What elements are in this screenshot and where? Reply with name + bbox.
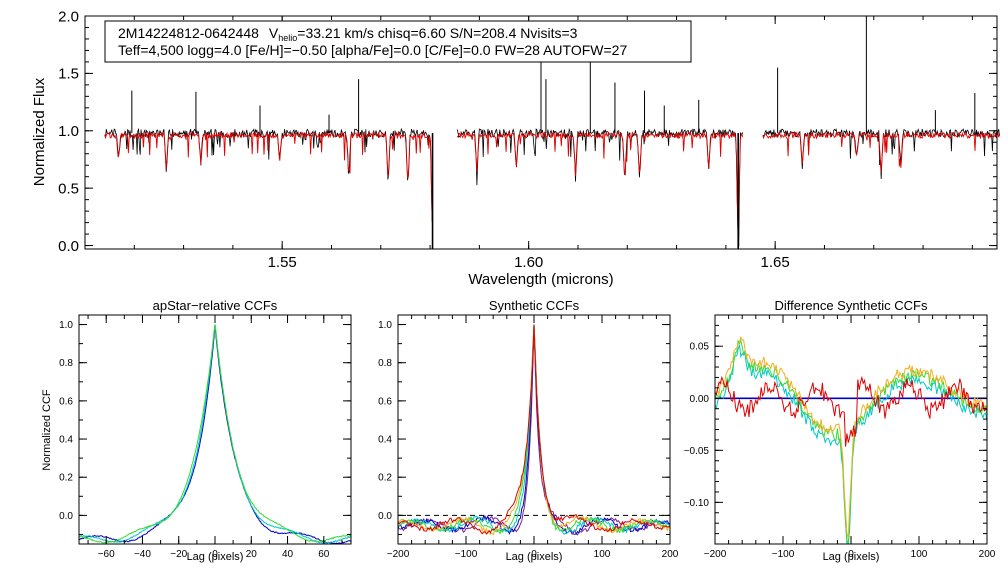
x-tick-label: 1.60: [514, 254, 543, 271]
y-tick-label: 1.0: [58, 123, 79, 140]
synthetic-ccf-series: [397, 324, 671, 535]
x-tick-label: 0: [212, 549, 218, 560]
y-tick-label: −0.10: [684, 498, 710, 509]
difference-ccf-series: [714, 344, 988, 545]
annotation-star-id: 2M14224812-0642448: [118, 25, 259, 41]
x-tick-label: 200: [662, 549, 679, 560]
y-tick-label: 0.0: [59, 511, 73, 522]
ccf-panel-synthetic: −200 −100 0 100 200 0.0 0.2 0.4 0.6 0.8 1.0 Synthe…: [378, 298, 679, 563]
apstar-ccf-series: [78, 324, 352, 544]
ccf-panel-difference: −200 −100 0 100 200 −0.10 −0.05 0.00 0.05 Differ…: [684, 298, 996, 563]
y-tick-label: 1.0: [59, 320, 73, 331]
spectrum-model-line: [456, 130, 744, 236]
difference-ccf-frame: [714, 314, 988, 545]
synthetic-ccf-series: [397, 324, 671, 535]
synthetic-ccf-title: Synthetic CCFs: [489, 298, 580, 313]
spectrum-model-line: [762, 131, 1000, 173]
y-tick-label: 0.2: [378, 473, 392, 484]
annotation-v-subscript: helio: [278, 33, 297, 43]
y-tick-label: 0.4: [59, 435, 73, 446]
x-tick-label: −200: [387, 549, 410, 560]
y-tick-label: 1.5: [58, 66, 79, 83]
synthetic-ccf-series: [397, 324, 670, 536]
x-tick-label: −40: [134, 549, 151, 560]
difference-ccf-title: Difference Synthetic CCFs: [775, 298, 928, 313]
annotation-v-prefix: V: [269, 25, 279, 41]
y-tick-label: 0.2: [59, 473, 73, 484]
y-tick-label: 0.8: [59, 358, 73, 369]
y-tick-label: 0.00: [690, 394, 710, 405]
y-tick-label: 0.4: [378, 435, 392, 446]
difference-ccf-ticks: −200 −100 0 100 200 −0.10 −0.05 0.00 0.05: [684, 314, 996, 560]
difference-ccf-lines: [714, 335, 988, 545]
annotation-line1: 2M14224812-0642448 Vhelio=33.21 km/s chis…: [118, 25, 578, 43]
x-tick-label: 0: [848, 549, 854, 560]
annotation-line2: Teff=4,500 logg=4.0 [Fe/H]=−0.50 [alpha/…: [118, 42, 627, 58]
synthetic-ccf-series: [397, 324, 671, 536]
difference-ccf-xlabel: Lag (pixels): [823, 551, 880, 563]
apstar-ccf-lines: [78, 324, 352, 545]
x-tick-label: 1.65: [761, 254, 790, 271]
x-tick-label: 100: [594, 549, 611, 560]
x-tick-label: 200: [979, 549, 996, 560]
synthetic-ccf-series: [397, 324, 671, 535]
x-tick-label: −100: [772, 549, 795, 560]
x-tick-label: −60: [98, 549, 115, 560]
synthetic-ccf-ticks: −200 −100 0 100 200 0.0 0.2 0.4 0.6 0.8 1.0: [378, 315, 679, 560]
spectrum-ylabel: Normalized Flux: [31, 77, 48, 186]
spectrum-annotation: 2M14224812-0642448 Vhelio=33.21 km/s chis…: [104, 20, 692, 63]
spectrum-panel: 1.55 1.60 1.65 0.0 0.5 1.0 1.5 2.0 2M14224812-0…: [31, 8, 1000, 288]
spectrum-observed-line: [456, 127, 744, 247]
synthetic-ccf-series: [397, 324, 671, 535]
ccf-panel-apstar: −60 −40 −20 0 20 40 60 0.0 0.2 0.4 0.6 0.8 1.0 apSta…: [41, 298, 352, 563]
apstar-ccf-xlabel: Lag (pixels): [187, 551, 244, 563]
synthetic-ccf-xlabel: Lag (pixels): [506, 551, 563, 563]
apstar-ccf-ylabel: Normalized CCF: [41, 389, 53, 471]
difference-ccf-series: [714, 338, 988, 545]
y-tick-label: 0.05: [690, 342, 710, 353]
y-tick-label: 0.5: [58, 180, 79, 197]
spectrum-axes-frame: [84, 15, 998, 250]
apstar-ccf-title: apStar−relative CCFs: [153, 298, 278, 313]
apstar-ccf-frame: [78, 314, 352, 545]
spectrum-observed-line: [762, 128, 1000, 180]
x-tick-label: 0: [531, 549, 537, 560]
y-tick-label: 2.0: [58, 8, 79, 25]
synthetic-ccf-lines: [397, 324, 671, 536]
apstar-ccf-ticks: −60 −40 −20 0 20 40 60 0.0 0.2 0.4 0.6 0.8 1.0: [59, 315, 351, 560]
annotation-box: [104, 20, 692, 63]
apstar-ccf-series: [78, 324, 352, 545]
x-tick-label: −20: [170, 549, 187, 560]
x-tick-label: 20: [246, 549, 258, 560]
y-tick-label: 0.0: [58, 238, 79, 255]
synthetic-ccf-frame: [397, 314, 671, 545]
y-tick-label: 1.0: [378, 320, 392, 331]
y-tick-label: 0.8: [378, 358, 392, 369]
apstar-ccf-series: [78, 324, 352, 544]
y-tick-label: 0.6: [378, 396, 392, 407]
x-tick-label: 60: [318, 549, 330, 560]
spectrum-xlabel: Wavelength (microns): [468, 271, 613, 288]
x-tick-label: 40: [282, 549, 294, 560]
x-tick-label: −200: [704, 549, 727, 560]
annotation-v-rest: =33.21 km/s chisq=6.60 S/N=208.4 Nvisits…: [297, 25, 577, 41]
y-tick-label: 0.6: [59, 396, 73, 407]
y-tick-label: −0.05: [684, 446, 710, 457]
x-tick-label: 100: [911, 549, 928, 560]
y-tick-label: 0.0: [378, 511, 392, 522]
difference-ccf-series: [714, 335, 988, 539]
spectrum-ticks: 1.55 1.60 1.65 0.0 0.5 1.0 1.5 2.0: [58, 8, 997, 271]
spectrum-lines: [104, 16, 1000, 249]
spectrum-model-line: [104, 131, 433, 223]
x-tick-label: 1.55: [268, 254, 297, 271]
x-tick-label: −100: [455, 549, 478, 560]
difference-ccf-series: [714, 375, 988, 447]
